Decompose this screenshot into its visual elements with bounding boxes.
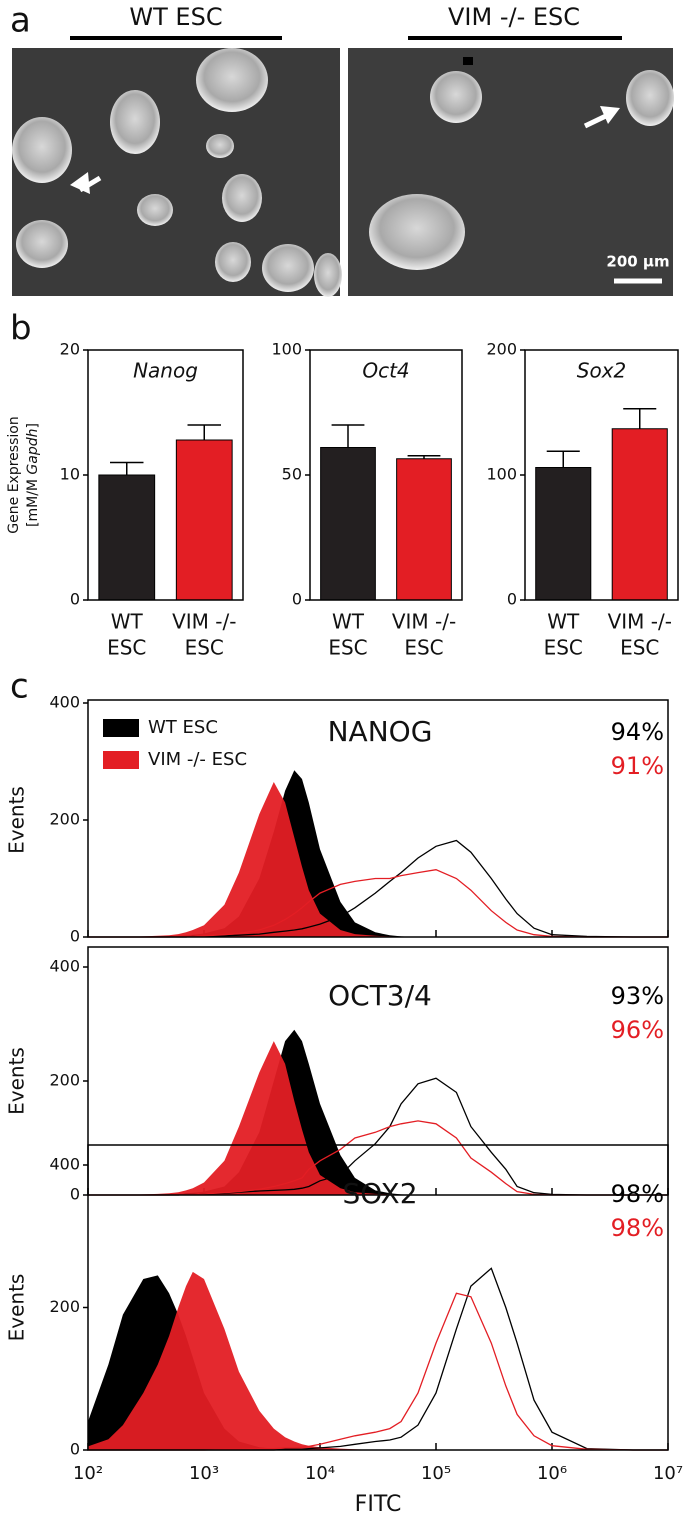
x-tick-label: ESC (620, 636, 659, 660)
histogram-outline (88, 839, 668, 938)
y-axis-label: Events (5, 1274, 29, 1342)
filled-histogram (88, 770, 668, 937)
x-tick-label: ESC (328, 636, 367, 660)
y-tick-label: 10 (60, 465, 80, 484)
y-tick-label: 20 (60, 340, 80, 359)
filled-histogram (88, 1271, 668, 1450)
percent-label: 93% (611, 982, 664, 1010)
x-tick-label: WT (332, 610, 365, 634)
panel-label: b (10, 309, 32, 349)
bar (396, 458, 452, 601)
micrograph: 200 µm (348, 48, 674, 296)
percent-label: 98% (611, 1214, 664, 1242)
percent-label: 96% (611, 1016, 664, 1044)
chart-title: Nanog (133, 359, 198, 383)
y-tick-label: 0 (70, 1440, 80, 1459)
y-axis-label-part: Gapdh (25, 428, 41, 474)
x-tick-label: 10³ (189, 1463, 219, 1484)
plot-frame (87, 699, 669, 938)
legend-swatch (103, 719, 139, 737)
y-axis-label: [mM/M Gapdh] (25, 423, 41, 527)
plot-frame (524, 349, 679, 601)
x-tick-label: ESC (185, 636, 224, 660)
x-tick-label: ESC (404, 636, 443, 660)
y-tick-label: 200 (49, 1071, 80, 1090)
y-tick-label: 100 (271, 340, 302, 359)
y-axis-label-part: [mM/M (25, 475, 41, 527)
x-tick-label: VIM -/- (392, 610, 456, 634)
percent-label: 98% (611, 1180, 664, 1208)
panel-label: a (10, 1, 31, 41)
plot-frame (87, 946, 669, 1196)
bar (535, 467, 592, 601)
y-axis-label: Events (5, 1047, 29, 1115)
x-tick-label: 10⁷ (653, 1463, 683, 1484)
y-tick-label: 200 (486, 340, 517, 359)
y-tick-label: 100 (486, 465, 517, 484)
percent-label: 94% (611, 718, 664, 746)
y-tick-label: 0 (292, 590, 302, 609)
x-tick-label: 10² (73, 1463, 103, 1484)
x-tick-label: VIM -/- (172, 610, 236, 634)
y-tick-label: 200 (49, 810, 80, 829)
x-tick-label: WT (547, 610, 580, 634)
bar (98, 474, 156, 601)
chart-title: SOX2 (342, 1177, 417, 1210)
filled-histogram (88, 1041, 668, 1195)
chart-title: Oct4 (362, 359, 409, 383)
legend-label: VIM -/- ESC (148, 749, 247, 770)
x-tick-label: ESC (107, 636, 146, 660)
bar (611, 428, 668, 601)
x-tick-label: WT (111, 610, 144, 634)
y-tick-label: 50 (282, 465, 302, 484)
x-axis-label: FITC (355, 1492, 402, 1517)
chart-title: OCT3/4 (328, 979, 432, 1012)
y-axis-label: Gene Expression (6, 416, 22, 533)
x-tick-label: ESC (544, 636, 583, 660)
bar (175, 439, 233, 601)
filled-histogram (88, 782, 668, 937)
y-axis-label: Events (5, 786, 29, 854)
chart-title: Sox2 (577, 359, 627, 383)
scale-bar-label: 200 µm (606, 253, 669, 271)
x-tick-label: VIM -/- (608, 610, 672, 634)
micrograph (12, 48, 342, 297)
y-tick-label: 400 (49, 1155, 80, 1174)
y-tick-label: 0 (70, 590, 80, 609)
histogram-outline (88, 869, 668, 938)
x-tick-label: 10⁴ (305, 1463, 335, 1484)
legend-swatch (103, 751, 139, 769)
bar (320, 447, 376, 601)
y-tick-label: 400 (49, 957, 80, 976)
filled-histogram (88, 1029, 668, 1195)
panel-label: c (10, 667, 29, 707)
percent-label: 91% (611, 752, 664, 780)
legend-label: WT ESC (148, 717, 218, 738)
y-tick-label: 0 (507, 590, 517, 609)
image-label: WT ESC (129, 3, 222, 31)
y-tick-label: 0 (70, 927, 80, 946)
y-tick-label: 200 (49, 1297, 80, 1316)
y-axis-label-part: ] (25, 423, 41, 428)
x-tick-label: 10⁶ (537, 1463, 567, 1484)
plot-frame (87, 1144, 669, 1451)
y-tick-label: 0 (70, 1185, 80, 1204)
y-tick-label: 400 (49, 693, 80, 712)
plot-frame (87, 349, 244, 601)
plot-frame (309, 349, 463, 601)
x-tick-label: 10⁵ (421, 1463, 451, 1484)
image-label: VIM -/- ESC (448, 3, 580, 31)
chart-title: NANOG (328, 715, 433, 748)
